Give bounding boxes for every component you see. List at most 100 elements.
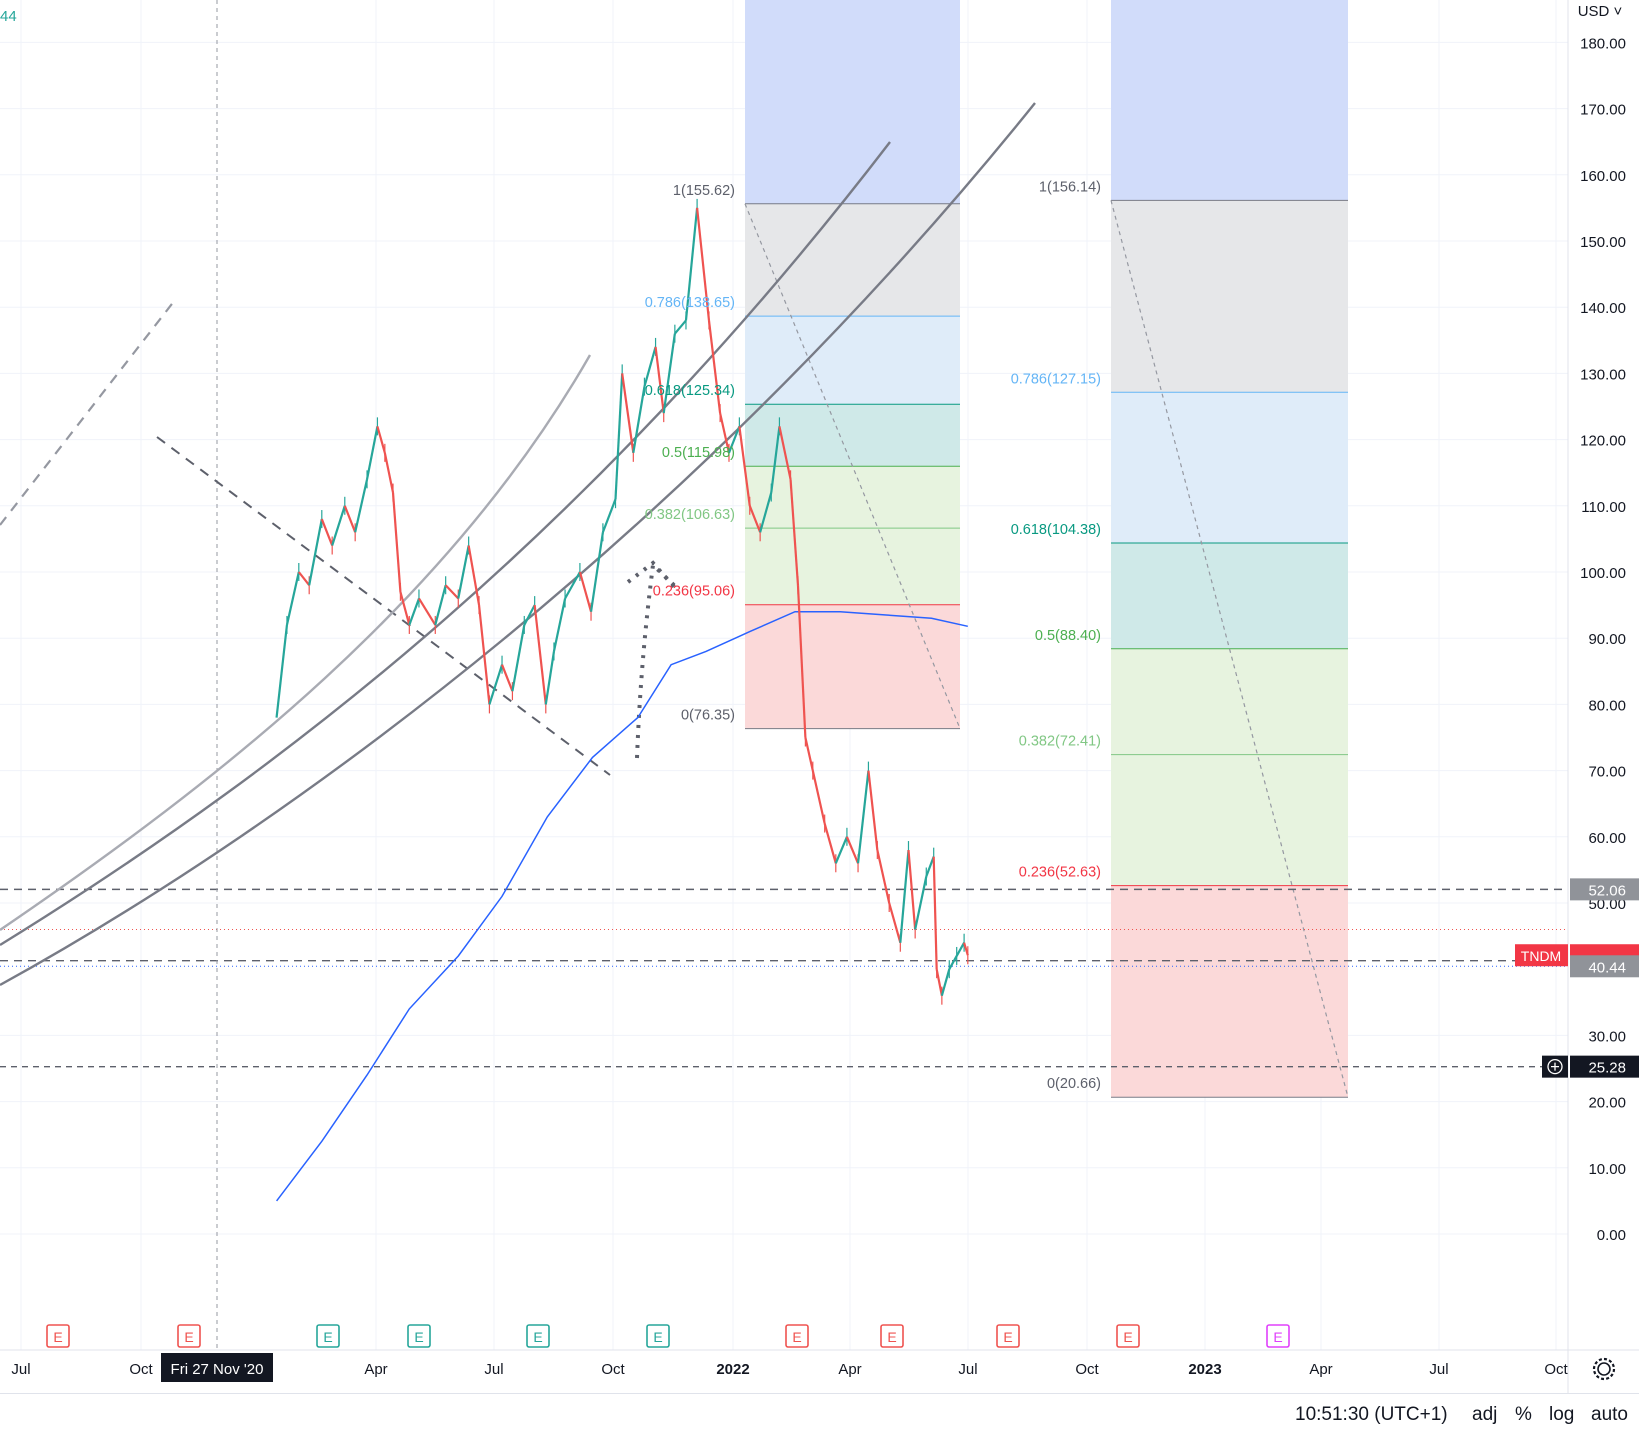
- add-alert-icon[interactable]: [1542, 1055, 1568, 1078]
- price-segment: [696, 207, 711, 321]
- price-tick-label: 150.00: [1580, 234, 1626, 251]
- currency-menu[interactable]: USD ˅: [1578, 3, 1623, 20]
- price-segment: [632, 386, 646, 454]
- price-segment: [621, 373, 635, 453]
- fibonacci-retracements: [744, 0, 1349, 1098]
- earnings-marker[interactable]: E: [316, 1324, 340, 1348]
- price-segment: [444, 584, 460, 600]
- price-segment: [418, 597, 437, 626]
- earnings-marker[interactable]: E: [646, 1324, 670, 1348]
- price-segment: [876, 849, 891, 904]
- fib1-top-zone: [745, 0, 960, 204]
- earnings-marker[interactable]: E: [880, 1324, 904, 1348]
- earnings-marker-box: [316, 1324, 340, 1348]
- auto-toggle[interactable]: auto: [1591, 1404, 1628, 1425]
- fib2-trend-line: [1110, 200, 1349, 1098]
- price-segment: [578, 571, 593, 613]
- price-segment: [285, 571, 300, 626]
- fib2-level-label: 0.236(52.63): [1019, 865, 1101, 881]
- time-tick-label: Jul: [11, 1361, 30, 1378]
- price-segment: [662, 333, 676, 414]
- price-segment: [856, 770, 870, 864]
- time-tick-label: Jul: [1429, 1361, 1448, 1378]
- price-segment: [376, 426, 386, 454]
- price-segment: [297, 571, 311, 586]
- earnings-marker[interactable]: E: [177, 1324, 201, 1348]
- earnings-marker[interactable]: E: [1116, 1324, 1140, 1348]
- price-segment: [643, 346, 657, 387]
- price-segment: [457, 545, 470, 599]
- fib1-level-label: 0.382(106.63): [645, 507, 735, 523]
- level-c-badge: [1570, 1055, 1639, 1078]
- log-toggle[interactable]: log: [1549, 1404, 1575, 1425]
- dashed-trendline-up: [0, 299, 176, 526]
- price-segment: [940, 968, 951, 996]
- price-segment: [707, 320, 722, 414]
- earnings-marker-label: E: [414, 1329, 423, 1345]
- moving-average: [276, 610, 968, 1202]
- price-segment: [674, 319, 687, 335]
- price-segment: [552, 598, 567, 652]
- time-tick-label: Jul: [484, 1361, 503, 1378]
- price-segment: [770, 426, 781, 493]
- price-segment: [523, 604, 536, 626]
- adj-toggle[interactable]: adj: [1472, 1404, 1498, 1425]
- price-segment: [925, 856, 935, 877]
- earnings-marker-box: [177, 1324, 201, 1348]
- ticker-label-badge: [1515, 944, 1568, 967]
- price-segment: [811, 770, 826, 824]
- earnings-marker[interactable]: E: [526, 1324, 550, 1348]
- fib2-zone: [1111, 648, 1348, 755]
- price-segment: [888, 902, 902, 944]
- fib1-trend-line: [744, 203, 961, 729]
- price-tick-label: 100.00: [1580, 565, 1626, 582]
- price-chart[interactable]: 1(155.62) 0.786(138.65) 0.618(125.34) 0.5(1…: [0, 0, 1639, 1393]
- fib2-top-zone: [1111, 0, 1348, 201]
- earnings-marker-box: [785, 1324, 809, 1348]
- price-tick-label: 20.00: [1588, 1095, 1626, 1112]
- time-tick-label: Apr: [1309, 1361, 1332, 1378]
- settings-gear-icon[interactable]: [1592, 1357, 1616, 1381]
- price-tick-label: 60.00: [1588, 830, 1626, 847]
- time-tick-label: Oct: [601, 1361, 625, 1378]
- earnings-marker[interactable]: E: [46, 1324, 70, 1348]
- clock: 10:51:30 (UTC+1): [1295, 1404, 1448, 1425]
- price-segment: [932, 856, 938, 970]
- price-segment: [719, 412, 731, 454]
- price-segment: [391, 492, 402, 592]
- price-segment: [308, 518, 323, 586]
- percent-toggle[interactable]: %: [1515, 1404, 1532, 1425]
- earnings-marker-box: [407, 1324, 431, 1348]
- fib-labels: 1(155.62) 0.786(138.65) 0.618(125.34) 0.5(1…: [645, 179, 1101, 1092]
- earnings-marker[interactable]: E: [785, 1324, 809, 1348]
- price-segment: [845, 836, 860, 864]
- fib1-zone: [745, 604, 960, 729]
- fib2-level-label: 0(20.66): [1047, 1076, 1101, 1092]
- earnings-marker[interactable]: E: [1266, 1324, 1290, 1348]
- price-segment: [511, 624, 526, 692]
- fib2-zone: [1111, 885, 1348, 1098]
- time-tick-label: Apr: [838, 1361, 861, 1378]
- fib1-zone: [745, 528, 960, 605]
- level-b-badge: [1570, 955, 1639, 978]
- price-segment: [796, 585, 807, 738]
- earnings-marker-label: E: [1003, 1329, 1012, 1345]
- projection-arrow: [635, 560, 681, 759]
- fib2-level-label: 0.786(127.15): [1011, 371, 1101, 387]
- price-segment: [275, 624, 289, 718]
- fib2-zone: [1111, 754, 1348, 886]
- earnings-marker[interactable]: E: [996, 1324, 1020, 1348]
- level-c-badge-text: 25.28: [1588, 1060, 1626, 1077]
- level-a-badge: [1570, 878, 1639, 901]
- price-segment: [533, 604, 547, 705]
- add-alert-icon-circle: [1547, 1058, 1563, 1075]
- time-tick-label: Jul: [958, 1361, 977, 1378]
- price-segment: [544, 651, 556, 705]
- fib1-level-label: 0.236(95.06): [653, 584, 735, 600]
- price-segment: [867, 770, 879, 851]
- gear-icon-teeth: [1592, 1357, 1616, 1381]
- earnings-marker[interactable]: E: [407, 1324, 431, 1348]
- fib1-level-label: 0(76.35): [681, 708, 735, 724]
- earnings-marker-label: E: [1273, 1329, 1282, 1345]
- price-tick-label: 170.00: [1580, 102, 1626, 119]
